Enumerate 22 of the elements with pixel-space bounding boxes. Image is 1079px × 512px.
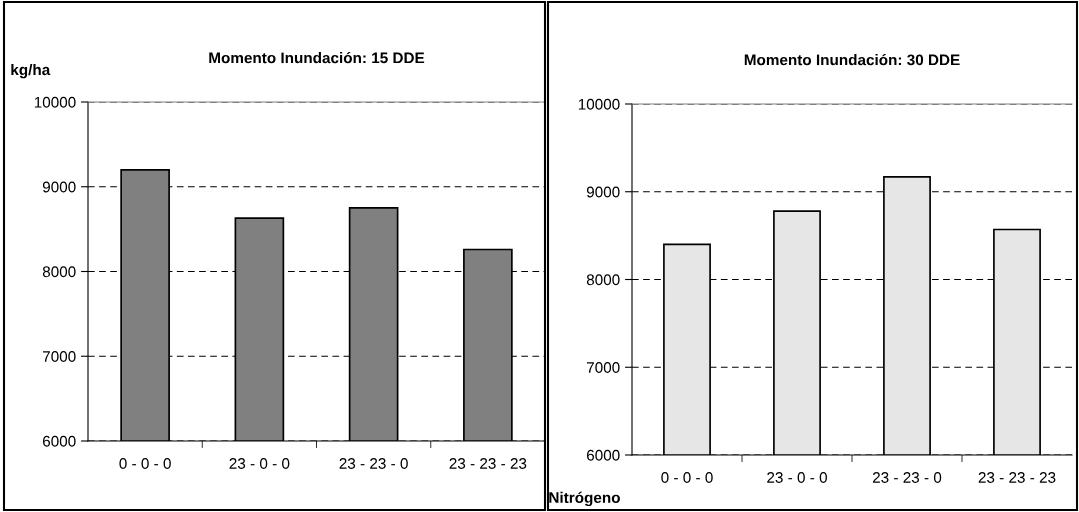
chart-title: Momento Inundación: 15 DDE <box>209 51 425 64</box>
x-tick-label: 23 - 23 - 0 <box>872 472 942 483</box>
chart-title: Momento Inundación: 30 DDE <box>744 53 960 66</box>
y-tick-label: 9000 <box>586 186 620 198</box>
y-tick-label: 6000 <box>42 435 76 447</box>
x-tick-label: 23 - 23 - 23 <box>449 458 527 469</box>
y-tick-label: 9000 <box>42 181 76 193</box>
y-tick-label: 10000 <box>34 96 76 108</box>
y-tick-label: 8000 <box>42 266 76 278</box>
y-tick-label: 6000 <box>586 449 620 461</box>
x-tick-label: 0 - 0 - 0 <box>661 472 713 483</box>
x-tick-label: 23 - 23 - 0 <box>339 458 408 469</box>
x-tick-label: 23 - 0 - 0 <box>229 458 290 469</box>
y-tick-label: 7000 <box>586 362 620 373</box>
x-axis-title: Nitrógeno <box>549 491 620 507</box>
x-tick-label: 0 - 0 - 0 <box>119 458 171 469</box>
y-tick-label: 8000 <box>586 274 620 286</box>
x-tick-label: 23 - 23 - 23 <box>978 472 1056 483</box>
y-axis-title: kg/ha <box>11 63 51 79</box>
y-tick-label: 10000 <box>578 98 620 110</box>
y-tick-label: 7000 <box>42 351 76 362</box>
x-tick-label: 23 - 0 - 0 <box>767 472 827 483</box>
